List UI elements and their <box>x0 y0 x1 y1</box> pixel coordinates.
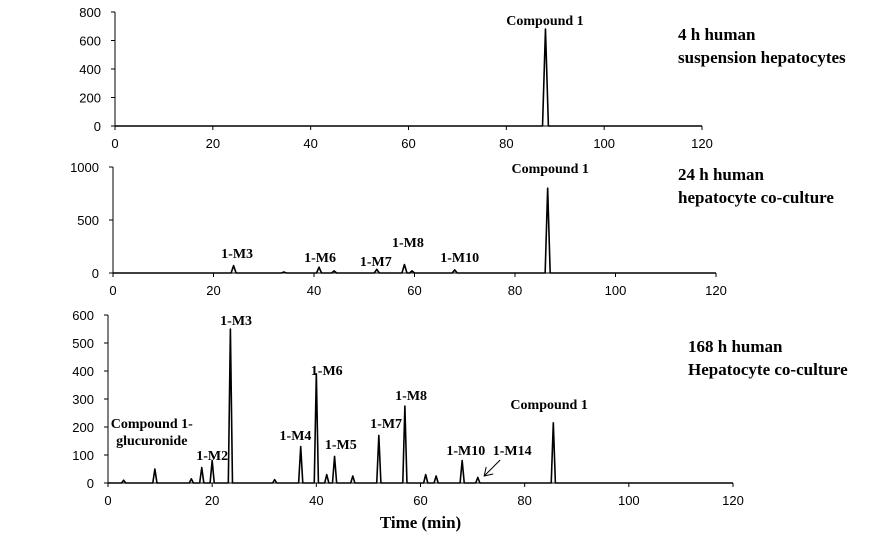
x-tick-label: 80 <box>517 493 531 508</box>
x-tick-label: 0 <box>109 283 116 298</box>
x-tick-label: 100 <box>618 493 640 508</box>
peak-label: 1-M8 <box>392 236 424 251</box>
peak-label: 1-M10 <box>440 251 479 266</box>
x-tick-label: 40 <box>309 493 323 508</box>
peak-label: 1-M6 <box>311 364 343 379</box>
peak-label: Compound 1 <box>510 398 587 413</box>
x-tick-label: 60 <box>401 136 415 151</box>
y-tick-label: 800 <box>79 5 101 20</box>
arrow-head <box>483 466 494 477</box>
peak-label: 1-M7 <box>360 255 392 270</box>
y-tick-label: 1000 <box>70 160 99 175</box>
x-axis-label: Time (min) <box>380 513 461 532</box>
peak-label: 1-M8 <box>395 389 427 404</box>
trace <box>113 187 716 274</box>
panel-title: 24 h human <box>678 165 765 184</box>
y-tick-label: 300 <box>72 392 94 407</box>
x-tick-label: 120 <box>691 136 713 151</box>
x-tick-label: 60 <box>407 283 421 298</box>
peak-label: 1-M7 <box>370 417 402 432</box>
x-tick-label: 100 <box>605 283 627 298</box>
x-tick-label: 60 <box>413 493 427 508</box>
y-tick-label: 600 <box>72 308 94 323</box>
panel-title: suspension hepatocytes <box>678 48 846 67</box>
y-tick-label: 500 <box>77 213 99 228</box>
x-tick-label: 0 <box>104 493 111 508</box>
peak-label: Compound 1 <box>506 14 583 29</box>
peak-label: Compound 1- <box>111 417 193 432</box>
y-tick-label: 0 <box>87 476 94 491</box>
x-tick-label: 20 <box>206 136 220 151</box>
peak-label: 1-M14 <box>493 444 532 459</box>
y-tick-label: 500 <box>72 336 94 351</box>
x-tick-label: 100 <box>593 136 615 151</box>
peak-label: 1-M5 <box>325 438 357 453</box>
peak-label: 1-M6 <box>304 251 336 266</box>
x-tick-label: 40 <box>307 283 321 298</box>
trace <box>115 28 702 127</box>
y-tick-label: 400 <box>72 364 94 379</box>
panel-title: 4 h human <box>678 25 756 44</box>
peak-label: Compound 1 <box>511 162 588 177</box>
y-tick-label: 200 <box>72 420 94 435</box>
x-tick-label: 20 <box>205 493 219 508</box>
x-tick-label: 80 <box>508 283 522 298</box>
x-tick-label: 80 <box>499 136 513 151</box>
peak-label: 1-M2 <box>196 449 228 464</box>
x-tick-label: 40 <box>303 136 317 151</box>
y-tick-label: 400 <box>79 62 101 77</box>
panel-title: 168 h human <box>688 337 783 356</box>
y-tick-label: 600 <box>79 34 101 49</box>
y-tick-label: 0 <box>94 119 101 134</box>
peak-label: 1-M10 <box>446 444 485 459</box>
x-tick-label: 0 <box>111 136 118 151</box>
peak-label: 1-M3 <box>220 314 252 329</box>
x-tick-label: 120 <box>705 283 727 298</box>
peak-label: 1-M4 <box>280 429 312 444</box>
y-tick-label: 0 <box>92 266 99 281</box>
peak-label: glucuronide <box>116 434 187 449</box>
panel-title: Hepatocyte co-culture <box>688 360 848 379</box>
peak-label: 1-M3 <box>221 247 253 262</box>
x-tick-label: 120 <box>722 493 744 508</box>
y-tick-label: 100 <box>72 448 94 463</box>
trace <box>108 328 733 484</box>
arrow <box>483 459 501 477</box>
panel-title: hepatocyte co-culture <box>678 188 834 207</box>
x-tick-label: 20 <box>206 283 220 298</box>
y-tick-label: 200 <box>79 91 101 106</box>
